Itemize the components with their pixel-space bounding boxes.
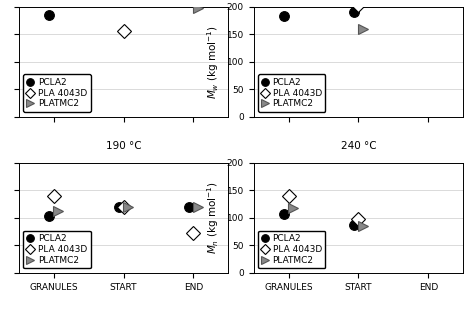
Text: 240 °C: 240 °C (341, 141, 376, 151)
Legend: PCLA2, PLA 4043D, PLATMC2: PCLA2, PLA 4043D, PLATMC2 (23, 74, 90, 112)
Text: 190 °C: 190 °C (106, 141, 141, 151)
Legend: PCLA2, PLA 4043D, PLATMC2: PCLA2, PLA 4043D, PLATMC2 (258, 231, 325, 268)
Y-axis label: $M_w$ (kg mol$^{-1}$): $M_w$ (kg mol$^{-1}$) (205, 25, 221, 98)
Legend: PCLA2, PLA 4043D, PLATMC2: PCLA2, PLA 4043D, PLATMC2 (23, 231, 90, 268)
Y-axis label: $M_n$ (kg mol$^{-1}$): $M_n$ (kg mol$^{-1}$) (205, 182, 221, 254)
Legend: PCLA2, PLA 4043D, PLATMC2: PCLA2, PLA 4043D, PLATMC2 (258, 74, 325, 112)
